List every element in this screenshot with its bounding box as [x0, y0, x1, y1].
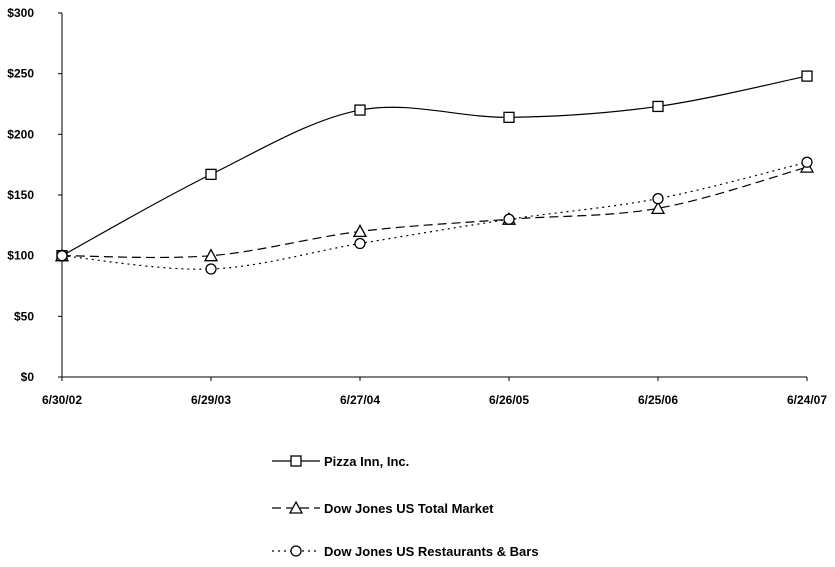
- data-point-marker: [801, 70, 813, 82]
- y-tick-label: $0: [21, 370, 35, 384]
- data-point-marker: [503, 213, 515, 225]
- data-point-marker: [652, 192, 664, 205]
- y-tick-label: $150: [7, 188, 34, 202]
- series-1: [54, 159, 815, 262]
- data-point-marker: [354, 237, 366, 250]
- x-tick-label: 6/29/03: [191, 393, 231, 407]
- x-tick-label: 6/25/06: [638, 393, 678, 407]
- legend: Pizza Inn, Inc. Dow Jones US Total Market…: [272, 454, 539, 559]
- series-line: [61, 166, 808, 259]
- data-point-marker: [203, 248, 219, 262]
- legend-item-1: Dow Jones US Total Market: [272, 500, 494, 516]
- series-0: [56, 70, 813, 262]
- legend-label: Dow Jones US Total Market: [324, 501, 494, 516]
- y-tick-label: $250: [7, 67, 34, 81]
- x-tick-label: 6/26/05: [489, 393, 529, 407]
- x-tick-label: 6/24/07: [787, 393, 827, 407]
- legend-marker: [288, 500, 304, 514]
- legend-marker: [290, 545, 302, 557]
- data-point-marker: [801, 156, 813, 168]
- y-tick-label: $100: [7, 249, 34, 263]
- y-tick-label: $300: [7, 6, 34, 20]
- data-point-marker: [650, 200, 666, 214]
- data-point-marker: [205, 168, 217, 181]
- legend-item-2: Dow Jones US Restaurants & Bars: [272, 544, 539, 559]
- legend-item-0: Pizza Inn, Inc.: [272, 454, 409, 469]
- legend-label: Pizza Inn, Inc.: [324, 454, 409, 469]
- y-tick-label: $50: [14, 309, 34, 323]
- data-point-marker: [652, 100, 664, 113]
- series-layer: [54, 70, 815, 275]
- series-2: [56, 156, 813, 275]
- data-point-marker: [503, 111, 515, 123]
- axes: $0 $50 $100 $150 $200 $250 $300 6/30/02 6/29/03 6…: [7, 6, 827, 407]
- legend-label: Dow Jones US Restaurants & Bars: [324, 544, 539, 559]
- data-point-marker: [352, 224, 368, 238]
- data-point-marker: [354, 104, 366, 116]
- data-point-marker: [205, 263, 217, 275]
- x-tick-label: 6/30/02: [42, 393, 82, 407]
- x-tick-label: 6/27/04: [340, 393, 380, 407]
- legend-marker: [290, 455, 302, 467]
- series-line: [61, 161, 808, 270]
- series-line: [61, 75, 808, 257]
- y-tick-label: $200: [7, 127, 34, 141]
- data-point-marker: [56, 250, 68, 262]
